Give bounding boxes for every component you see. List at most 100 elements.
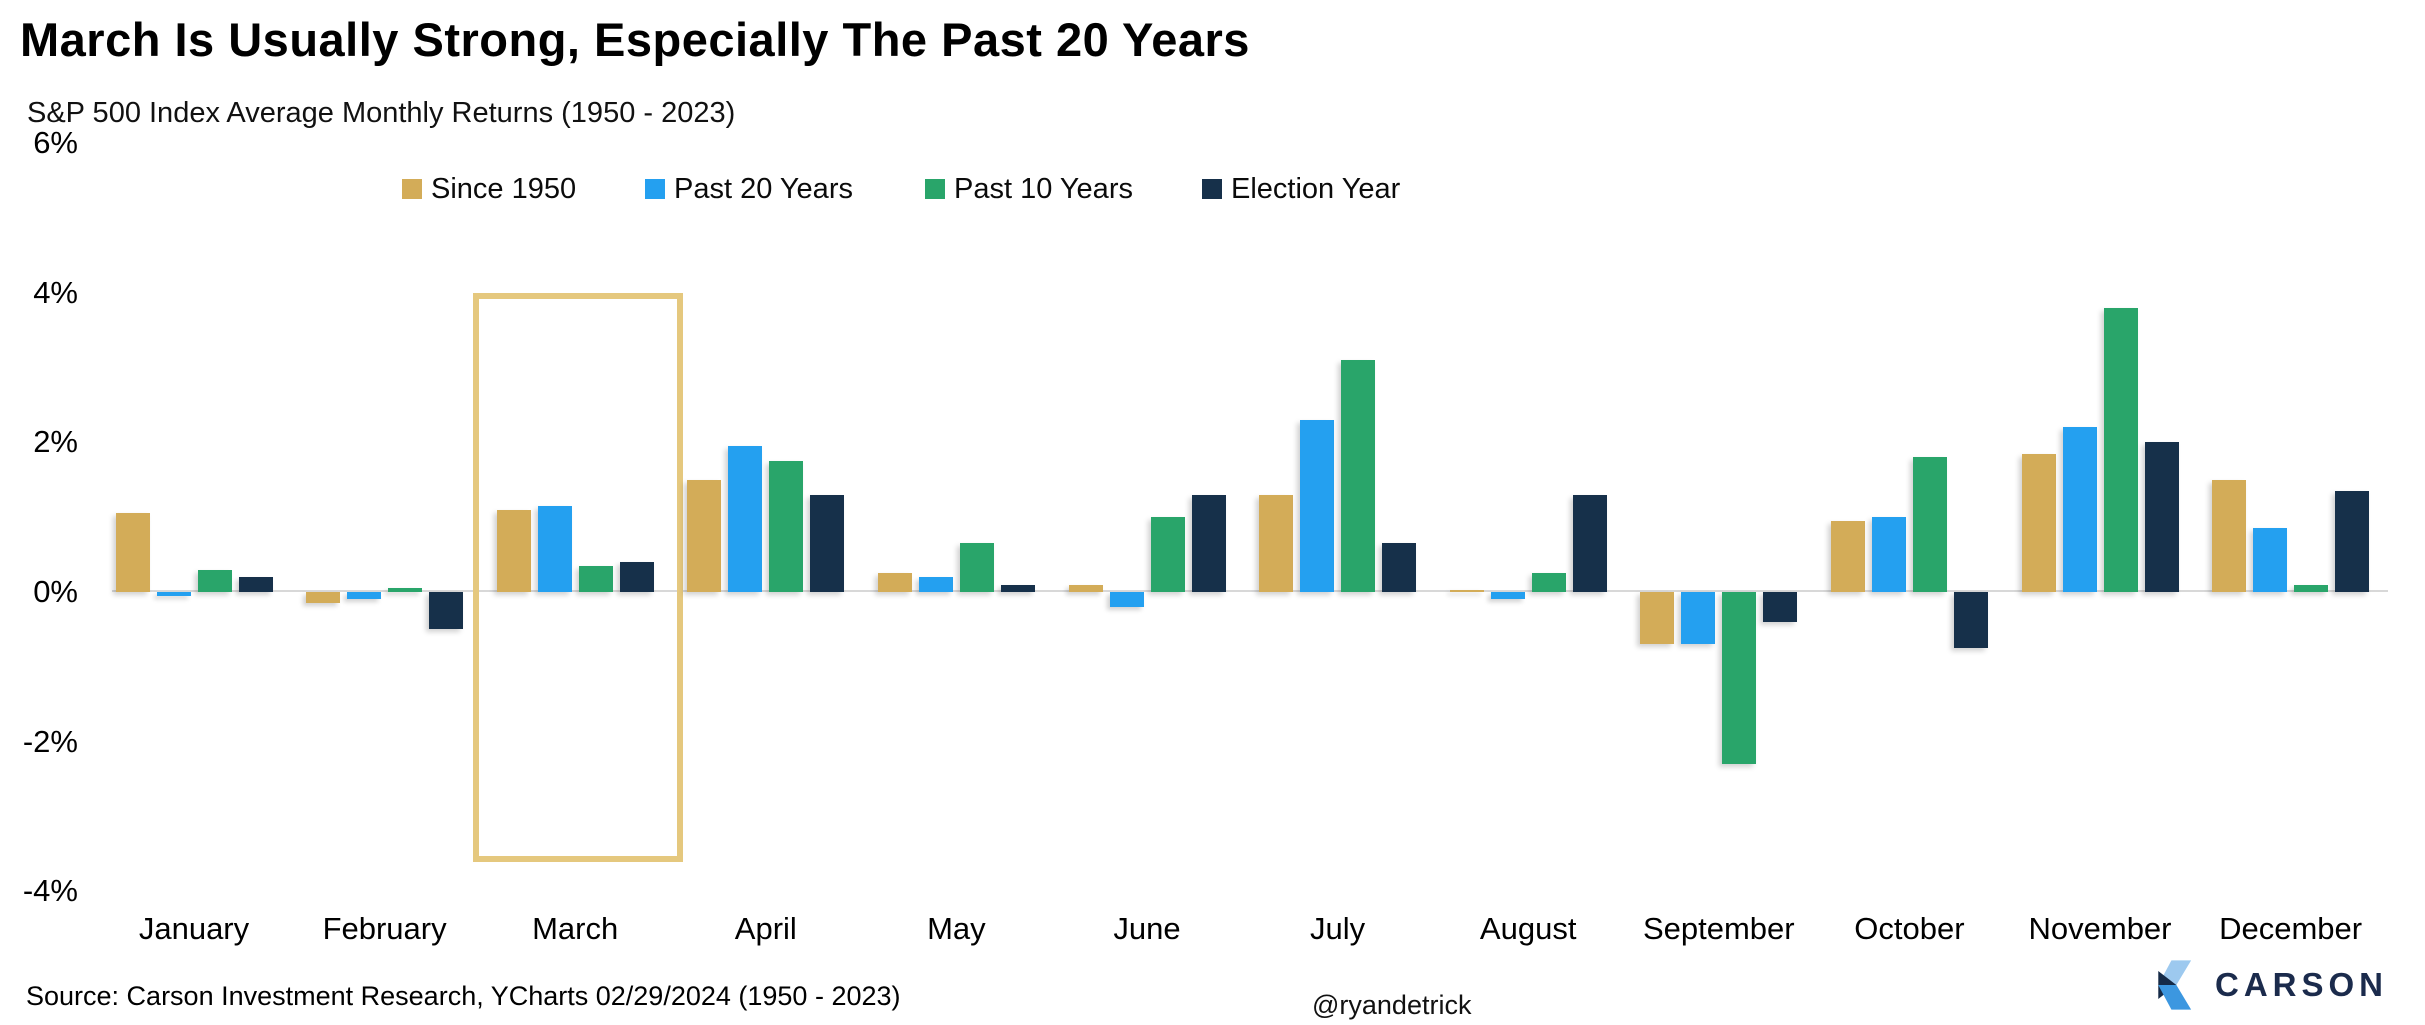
bar-past-10-years-february bbox=[388, 588, 423, 592]
carson-logo: CARSON bbox=[2155, 950, 2420, 1020]
y-axis-label-6pct: 6% bbox=[33, 125, 78, 161]
carson-logo-text: CARSON bbox=[2215, 966, 2389, 1003]
bar-election-year-december bbox=[2335, 491, 2370, 592]
bar-past-10-years-october bbox=[1912, 457, 1947, 592]
carson-logo-icon bbox=[2158, 960, 2192, 1010]
bar-election-year-february bbox=[429, 592, 464, 629]
bar-past-10-years-december bbox=[2294, 585, 2329, 592]
bar-past-10-years-september bbox=[1722, 592, 1757, 764]
page-title: March Is Usually Strong, Especially The … bbox=[20, 13, 1250, 66]
bar-since-1950-july bbox=[1259, 495, 1294, 592]
bar-group-april bbox=[687, 0, 845, 1025]
bar-group-may bbox=[877, 0, 1035, 1025]
legend-item-since-1950: Since 1950 bbox=[402, 174, 576, 204]
bar-past-20-years-october bbox=[1871, 517, 1906, 592]
bar-past-20-years-july bbox=[1300, 420, 1335, 592]
bar-since-1950-september bbox=[1640, 592, 1675, 644]
zero-baseline bbox=[112, 590, 2388, 592]
bar-past-10-years-june bbox=[1150, 517, 1185, 592]
bar-past-10-years-april bbox=[769, 461, 804, 592]
bar-election-year-april bbox=[810, 495, 845, 592]
x-axis-label-november: November bbox=[2028, 911, 2172, 946]
bar-past-20-years-june bbox=[1109, 592, 1144, 607]
bar-past-20-years-november bbox=[2062, 427, 2097, 592]
x-axis-label-august: August bbox=[1479, 911, 1577, 946]
bar-since-1950-june bbox=[1068, 585, 1103, 592]
bar-election-year-january bbox=[238, 577, 273, 592]
legend-item-past-10-years: Past 10 Years bbox=[925, 174, 1133, 204]
chart-subtitle: S&P 500 Index Average Monthly Returns (1… bbox=[27, 97, 736, 129]
bar-past-20-years-may bbox=[918, 577, 953, 592]
bar-past-10-years-august bbox=[1531, 573, 1566, 592]
legend-item-election-year: Election Year bbox=[1202, 174, 1400, 204]
x-axis-label-october: October bbox=[1854, 911, 1965, 946]
bar-past-10-years-march bbox=[578, 566, 613, 592]
bar-since-1950-december bbox=[2212, 480, 2247, 592]
bar-past-20-years-april bbox=[728, 446, 763, 592]
y-axis-label-2pct: 2% bbox=[33, 424, 78, 460]
twitter-handle: @ryandetrick bbox=[1312, 990, 1472, 1020]
bar-since-1950-november bbox=[2021, 454, 2056, 592]
bar-election-year-may bbox=[1000, 585, 1035, 592]
bar-since-1950-october bbox=[1830, 521, 1865, 592]
bar-election-year-july bbox=[1382, 543, 1417, 592]
bar-election-year-august bbox=[1572, 495, 1607, 592]
march-highlight-box bbox=[473, 292, 684, 863]
legend-label: Past 10 Years bbox=[954, 173, 1133, 205]
y-axis-label-neg2pct: -2% bbox=[22, 723, 78, 759]
bar-past-20-years-february bbox=[347, 592, 382, 599]
x-axis-label-may: May bbox=[927, 911, 986, 946]
legend-item-past-20-years: Past 20 Years bbox=[645, 174, 853, 204]
bar-group-october bbox=[1830, 0, 1988, 1025]
legend-label: Past 20 Years bbox=[674, 173, 853, 205]
bar-group-august bbox=[1449, 0, 1607, 1025]
x-axis-label-march: March bbox=[532, 911, 619, 946]
bar-past-20-years-december bbox=[2253, 528, 2288, 592]
bar-past-20-years-august bbox=[1490, 592, 1525, 599]
bar-past-10-years-may bbox=[959, 543, 994, 592]
bar-group-december bbox=[2212, 0, 2370, 1025]
y-axis-label-4pct: 4% bbox=[33, 274, 78, 310]
x-axis-label-december: December bbox=[2219, 911, 2363, 946]
bar-election-year-march bbox=[619, 562, 654, 592]
bar-group-november bbox=[2021, 0, 2179, 1025]
bar-group-september bbox=[1640, 0, 1798, 1025]
legend-swatch-election-year bbox=[1202, 179, 1222, 199]
bar-election-year-september bbox=[1763, 592, 1798, 622]
legend-label: Since 1950 bbox=[431, 173, 577, 205]
x-axis-label-september: September bbox=[1642, 911, 1795, 946]
bar-group-march bbox=[496, 0, 654, 1025]
bar-since-1950-february bbox=[306, 592, 341, 603]
bar-group-january bbox=[115, 0, 273, 1025]
bar-past-20-years-january bbox=[156, 592, 191, 596]
bar-since-1950-january bbox=[115, 513, 150, 592]
bar-group-july bbox=[1259, 0, 1417, 1025]
legend-swatch-since-1950 bbox=[402, 179, 422, 199]
x-axis-label-june: June bbox=[1113, 911, 1181, 946]
bar-past-10-years-july bbox=[1341, 360, 1376, 592]
bar-election-year-june bbox=[1191, 495, 1226, 592]
legend-swatch-past-20-years bbox=[645, 179, 665, 199]
bar-past-20-years-march bbox=[537, 506, 572, 592]
bar-election-year-october bbox=[1953, 592, 1988, 648]
x-axis-label-july: July bbox=[1310, 911, 1366, 946]
x-axis-label-february: February bbox=[322, 911, 447, 946]
bar-since-1950-march bbox=[496, 510, 531, 592]
legend-swatch-past-10-years bbox=[925, 179, 945, 199]
bar-since-1950-august bbox=[1449, 590, 1484, 592]
bar-past-10-years-january bbox=[197, 570, 232, 592]
bar-group-june bbox=[1068, 0, 1226, 1025]
bar-since-1950-april bbox=[687, 480, 722, 592]
y-axis-label-neg4pct: -4% bbox=[22, 873, 78, 909]
bar-past-20-years-september bbox=[1681, 592, 1716, 644]
bar-since-1950-may bbox=[877, 573, 912, 592]
bar-group-february bbox=[306, 0, 464, 1025]
y-axis-label-0pct: 0% bbox=[33, 574, 78, 609]
x-axis-label-april: April bbox=[734, 911, 797, 946]
source-text: Source: Carson Investment Research, YCha… bbox=[26, 981, 901, 1011]
x-axis-label-january: January bbox=[138, 911, 250, 946]
legend-label: Election Year bbox=[1231, 173, 1401, 205]
bar-election-year-november bbox=[2144, 442, 2179, 592]
bar-past-10-years-november bbox=[2103, 308, 2138, 592]
